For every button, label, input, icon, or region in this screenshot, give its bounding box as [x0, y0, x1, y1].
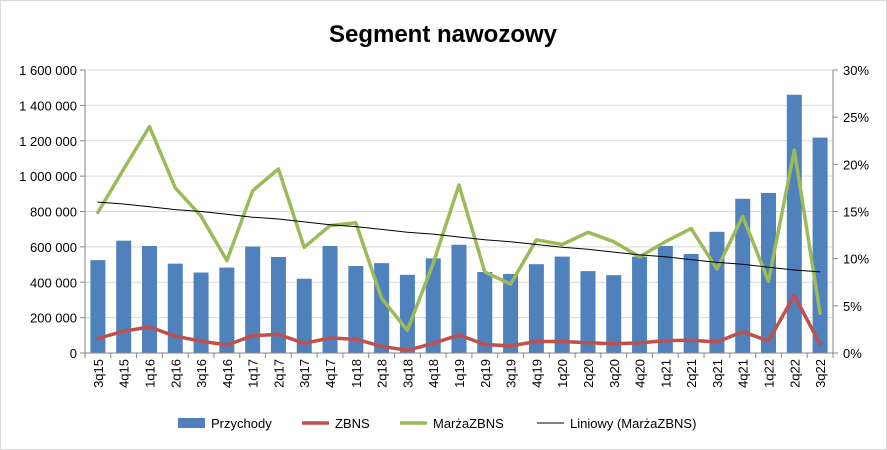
right-tick-label: 20% [843, 157, 869, 172]
bar [399, 274, 415, 353]
x-tick-label: 3q20 [607, 359, 622, 388]
x-tick-label: 4q21 [736, 359, 751, 388]
bar [580, 271, 596, 353]
bar-series [90, 94, 828, 353]
bar [528, 264, 544, 353]
x-tick-label: 3q15 [91, 359, 106, 388]
x-tick-label: 4q18 [426, 359, 441, 388]
x-tick-label: 1q19 [452, 359, 467, 388]
left-tick-label: 1 200 000 [19, 134, 77, 149]
bar [451, 244, 467, 353]
x-tick-label: 1q21 [658, 359, 673, 388]
legend-label: ZBNS [335, 416, 370, 431]
x-tick-label: 3q19 [504, 359, 519, 388]
series-line [96, 293, 822, 353]
x-tick-label: 1q18 [349, 359, 364, 388]
right-tick-label: 5% [843, 299, 862, 314]
bar [270, 256, 286, 353]
x-tick-label: 2q18 [375, 359, 390, 388]
legend-label: Liniowy (MarżaZBNS) [570, 416, 696, 431]
line-series [96, 124, 822, 353]
left-tick-label: 600 000 [30, 240, 77, 255]
bar [606, 275, 622, 353]
left-tick-label: 1 400 000 [19, 98, 77, 113]
right-tick-label: 10% [843, 252, 869, 267]
x-tick-label: 3q18 [400, 359, 415, 388]
x-tick-label: 3q22 [813, 359, 828, 388]
bar [116, 240, 132, 353]
bar [709, 231, 725, 353]
left-tick-label: 400 000 [30, 275, 77, 290]
series-line [97, 201, 821, 273]
x-tick-label: 3q16 [194, 359, 209, 388]
right-axis-ticks: 0% 5% 10% 15% 20% 25% 30% [833, 63, 869, 361]
bar [632, 256, 648, 353]
legend-label: Przychody [211, 416, 272, 431]
x-tick-label: 2q21 [684, 359, 699, 388]
chart-title: Segment nawozowy [329, 21, 558, 48]
x-tick-label: 4q15 [117, 359, 132, 388]
bar [348, 265, 364, 353]
bar [193, 272, 209, 353]
bar [296, 278, 312, 353]
x-tick-label: 2q22 [787, 359, 802, 388]
x-tick-label: 1q22 [762, 359, 777, 388]
x-tick-label: 3q21 [710, 359, 725, 388]
x-tick-label: 2q16 [168, 359, 183, 388]
bar [141, 245, 157, 353]
x-tick-label: 2q19 [478, 359, 493, 388]
left-tick-label: 800 000 [30, 205, 77, 220]
legend-label: MarżaZBNS [433, 416, 504, 431]
x-tick-label: 3q17 [297, 359, 312, 388]
series-line [96, 124, 822, 333]
right-tick-label: 15% [843, 205, 869, 220]
gridlines [85, 69, 833, 319]
bar [683, 253, 699, 353]
bar [219, 267, 235, 353]
bar [503, 273, 519, 353]
x-tick-label: 1q17 [246, 359, 261, 388]
left-tick-label: 1 000 000 [19, 169, 77, 184]
right-tick-label: 30% [843, 63, 869, 78]
bar [374, 263, 390, 353]
x-tick-label: 2q17 [271, 359, 286, 388]
x-tick-label: 1q16 [142, 359, 157, 388]
bar [90, 260, 106, 353]
bar [786, 94, 802, 353]
bar [812, 137, 828, 353]
legend: Przychody ZBNS MarżaZBNS Liniowy (MarżaZBNS… [178, 416, 696, 431]
x-tick-label: 4q19 [529, 359, 544, 388]
x-tick-label: 4q17 [323, 359, 338, 388]
bar [657, 245, 673, 353]
left-tick-label: 200 000 [30, 311, 77, 326]
bar [245, 246, 261, 353]
x-tick-label: 1q20 [555, 359, 570, 388]
bar [167, 263, 183, 353]
bar [477, 271, 493, 353]
x-tick-label: 4q20 [633, 359, 648, 388]
bar [735, 198, 751, 353]
bar [425, 258, 441, 353]
left-axis-ticks: 0 200 000 400 000 600 000 800 000 1 000 000 1 … [19, 63, 85, 361]
right-tick-label: 0% [843, 346, 862, 361]
bar [554, 256, 570, 353]
legend-swatch [178, 418, 205, 428]
x-axis-ticks: 3q15 4q15 1q16 2q16 3q16 4q16 1q17 2q17 3q17 4q17… [84, 353, 834, 388]
bar [322, 245, 338, 353]
x-tick-label: 2q20 [581, 359, 596, 388]
x-tick-label: 4q16 [220, 359, 235, 388]
left-tick-label: 1 600 000 [19, 63, 77, 78]
right-tick-label: 25% [843, 110, 869, 125]
left-tick-label: 0 [70, 346, 77, 361]
